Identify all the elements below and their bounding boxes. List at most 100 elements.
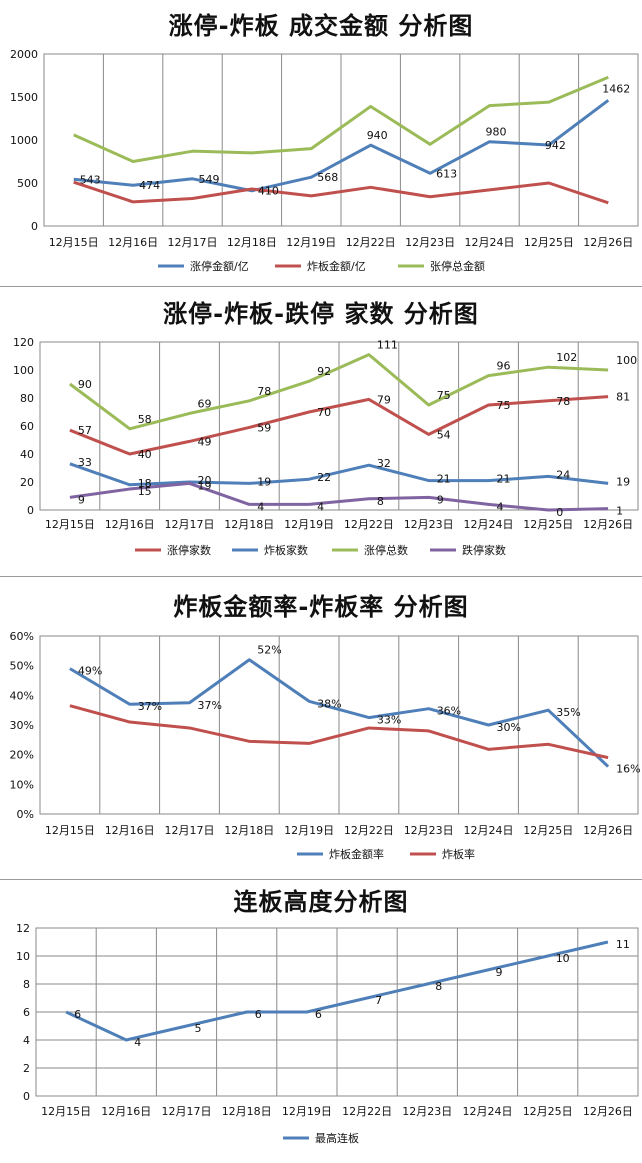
series-line xyxy=(73,180,609,205)
data-label: 8 xyxy=(377,495,384,508)
x-tick-label: 12月25日 xyxy=(523,824,573,837)
y-tick-label: 500 xyxy=(17,177,38,190)
legend-label: 涨停金额/亿 xyxy=(190,259,249,273)
x-tick-label: 12月16日 xyxy=(101,1105,151,1118)
y-tick-label: 60% xyxy=(10,630,34,643)
x-tick-label: 12月22日 xyxy=(344,824,394,837)
x-tick-label: 12月26日 xyxy=(583,1105,633,1118)
data-label: 75 xyxy=(497,399,511,412)
x-tick-label: 12月23日 xyxy=(404,518,454,531)
data-label: 69 xyxy=(198,397,212,410)
y-tick-label: 1000 xyxy=(10,134,38,147)
data-label: 9 xyxy=(437,493,444,506)
x-tick-label: 12月25日 xyxy=(523,518,573,531)
turnover-line-chart: 0 500 1000 1500 2000 12月15日 12月16日 12月17日 12月18日… xyxy=(10,48,639,273)
data-label: 0 xyxy=(556,506,563,519)
data-label: 19 xyxy=(198,479,212,492)
data-label: 543 xyxy=(80,173,101,186)
data-label: 102 xyxy=(556,351,577,364)
x-tick-label: 12月19日 xyxy=(284,824,334,837)
series-line xyxy=(69,395,609,456)
rate-line-chart: 0% 10% 20% 30% 40% 50% 60% 12月15日 12月16日 12月17日 12… xyxy=(10,630,641,861)
data-label: 6 xyxy=(255,1008,262,1021)
data-label: 78 xyxy=(257,385,271,398)
y-tick-label: 0 xyxy=(31,220,38,233)
x-tick-label: 12月15日 xyxy=(41,1105,91,1118)
x-tick-label: 12月18日 xyxy=(224,824,274,837)
data-label: 10 xyxy=(556,952,570,965)
data-label: 54 xyxy=(437,428,451,441)
data-label: 79 xyxy=(377,393,391,406)
y-tick-label: 30% xyxy=(10,719,34,732)
x-tick-label: 12月22日 xyxy=(342,1105,392,1118)
y-tick-label: 120 xyxy=(13,336,34,349)
y-tick-label: 2 xyxy=(23,1062,30,1075)
x-tick-label: 12月16日 xyxy=(105,518,155,531)
x-tick-label: 12月15日 xyxy=(49,236,99,249)
series-line xyxy=(73,99,610,193)
data-label: 49% xyxy=(78,665,102,678)
data-label: 52% xyxy=(257,644,281,657)
x-tick-label: 12月23日 xyxy=(405,236,455,249)
x-tick-label: 12月26日 xyxy=(583,518,633,531)
legend-label: 炸板金额率 xyxy=(329,847,384,861)
chart-title-rate: 炸板金额率-炸板率 分析图 xyxy=(173,593,469,621)
x-tick-label: 12月24日 xyxy=(464,518,514,531)
y-tick-label: 60 xyxy=(20,420,34,433)
data-label: 18 xyxy=(138,477,152,490)
data-label: 568 xyxy=(317,171,338,184)
data-label: 38% xyxy=(317,697,341,710)
data-label: 11 xyxy=(616,938,630,951)
y-tick-label: 2000 xyxy=(10,48,38,61)
x-tick-label: 12月22日 xyxy=(346,236,396,249)
x-tick-label: 12月16日 xyxy=(105,824,155,837)
x-tick-label: 12月17日 xyxy=(162,1105,212,1118)
data-label: 6 xyxy=(74,1008,81,1021)
x-tick-label: 12月26日 xyxy=(583,824,633,837)
data-label: 19 xyxy=(257,475,271,488)
data-label: 19 xyxy=(616,475,630,488)
data-label: 1462 xyxy=(602,82,630,95)
data-label: 6 xyxy=(315,1008,322,1021)
x-tick-label: 12月25日 xyxy=(524,236,574,249)
y-tick-label: 40 xyxy=(20,448,34,461)
data-label: 35% xyxy=(556,706,580,719)
data-label: 410 xyxy=(258,185,279,198)
data-label: 33% xyxy=(377,714,401,727)
data-label: 1 xyxy=(616,505,623,518)
y-tick-label: 20% xyxy=(10,749,34,762)
y-tick-label: 1500 xyxy=(10,91,38,104)
x-tick-label: 12月19日 xyxy=(282,1105,332,1118)
x-tick-label: 12月24日 xyxy=(465,236,515,249)
data-label: 59 xyxy=(257,421,271,434)
legend-label: 张停总金额 xyxy=(430,259,485,273)
y-tick-label: 80 xyxy=(20,392,34,405)
series-line xyxy=(69,462,609,487)
data-label: 24 xyxy=(556,468,570,481)
series-line xyxy=(73,75,609,163)
data-label: 474 xyxy=(139,179,160,192)
x-tick-label: 12月23日 xyxy=(402,1105,452,1118)
y-tick-label: 20 xyxy=(20,476,34,489)
x-tick-label: 12月16日 xyxy=(108,236,158,249)
y-tick-label: 0% xyxy=(17,808,34,821)
x-tick-label: 12月18日 xyxy=(224,518,274,531)
divider xyxy=(0,286,642,287)
legend-label: 涨停总数 xyxy=(364,543,408,557)
data-label: 5 xyxy=(195,1022,202,1035)
height-line-chart: 0 2 4 6 8 10 12 12月15日 12月16日 12月17日 12月18日 12月19日 1… xyxy=(16,922,639,1145)
legend-label: 炸板家数 xyxy=(264,543,308,557)
data-label: 4 xyxy=(257,500,264,513)
x-tick-label: 12月17日 xyxy=(168,236,218,249)
data-label: 21 xyxy=(497,473,511,486)
data-label: 30% xyxy=(497,721,521,734)
x-tick-label: 12月25日 xyxy=(523,1105,573,1118)
data-label: 549 xyxy=(199,173,220,186)
y-tick-label: 40% xyxy=(10,689,34,702)
data-label: 78 xyxy=(556,395,570,408)
series-line xyxy=(69,658,610,768)
chart-title-height: 连板高度分析图 xyxy=(233,888,409,916)
data-label: 4 xyxy=(317,500,324,513)
data-label: 20 xyxy=(198,474,212,487)
data-label: 21 xyxy=(437,473,451,486)
